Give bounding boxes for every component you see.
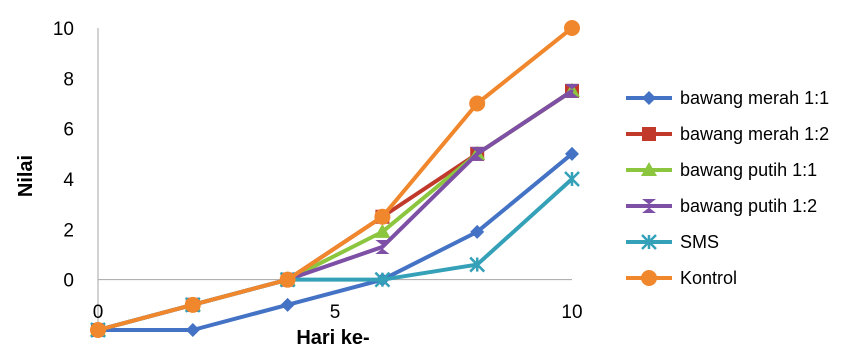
y-tick-label: 8 — [63, 69, 74, 90]
legend-marker — [641, 162, 657, 176]
legend-item: SMS — [626, 232, 719, 252]
data-point — [280, 297, 295, 312]
legend-item: Kontrol — [626, 268, 737, 288]
legend-label: Kontrol — [680, 268, 737, 288]
data-point — [565, 146, 579, 161]
legend-item: bawang merah 1:1 — [626, 88, 829, 108]
data-point — [565, 83, 579, 98]
legend-label: SMS — [680, 232, 719, 252]
x-tick-label: 0 — [93, 302, 104, 323]
data-point — [374, 271, 391, 288]
data-point — [185, 323, 200, 337]
legend-marker — [641, 234, 657, 250]
legend-label: bawang putih 1:2 — [680, 196, 817, 216]
legend-marker — [642, 91, 656, 105]
data-point — [470, 146, 485, 161]
legend-label: bawang merah 1:2 — [680, 124, 829, 144]
series-line — [98, 152, 574, 332]
data-point — [470, 224, 485, 239]
legend-marker — [642, 127, 656, 141]
data-point — [375, 239, 390, 254]
data-point — [564, 171, 580, 187]
legend-marker — [641, 270, 657, 286]
legend-item: bawang putih 1:2 — [626, 196, 817, 216]
legend: bawang merah 1:1 bawang merah 1:2 bawang p… — [626, 88, 829, 288]
legend-label: bawang putih 1:1 — [680, 160, 817, 180]
series-layer — [90, 20, 580, 338]
y-tick-label: 6 — [63, 120, 74, 141]
x-axis-title: Hari ke- — [296, 327, 369, 349]
legend-label: bawang merah 1:1 — [680, 88, 829, 108]
axes: 0 2 4 6 8 10 0 5 10 — [53, 19, 583, 330]
data-point — [90, 322, 106, 338]
data-point — [279, 271, 296, 288]
data-point — [374, 223, 391, 238]
series-6 — [90, 20, 580, 338]
series-line — [97, 26, 574, 332]
data-point — [184, 296, 201, 313]
y-tick-label: 10 — [53, 19, 74, 40]
legend-item: bawang putih 1:1 — [626, 160, 817, 180]
y-axis-title: Nilai — [15, 155, 37, 197]
x-tick-label: 5 — [330, 302, 341, 323]
y-tick-label: 4 — [63, 170, 74, 191]
data-point — [564, 20, 580, 36]
legend-marker — [642, 199, 656, 213]
data-point — [469, 95, 486, 112]
x-tick-label: 10 — [561, 302, 582, 323]
legend-item: bawang merah 1:2 — [626, 124, 829, 144]
data-point — [469, 256, 486, 273]
y-tick-label: 0 — [63, 271, 74, 292]
y-tick-label: 2 — [63, 220, 74, 241]
data-point — [374, 208, 391, 225]
